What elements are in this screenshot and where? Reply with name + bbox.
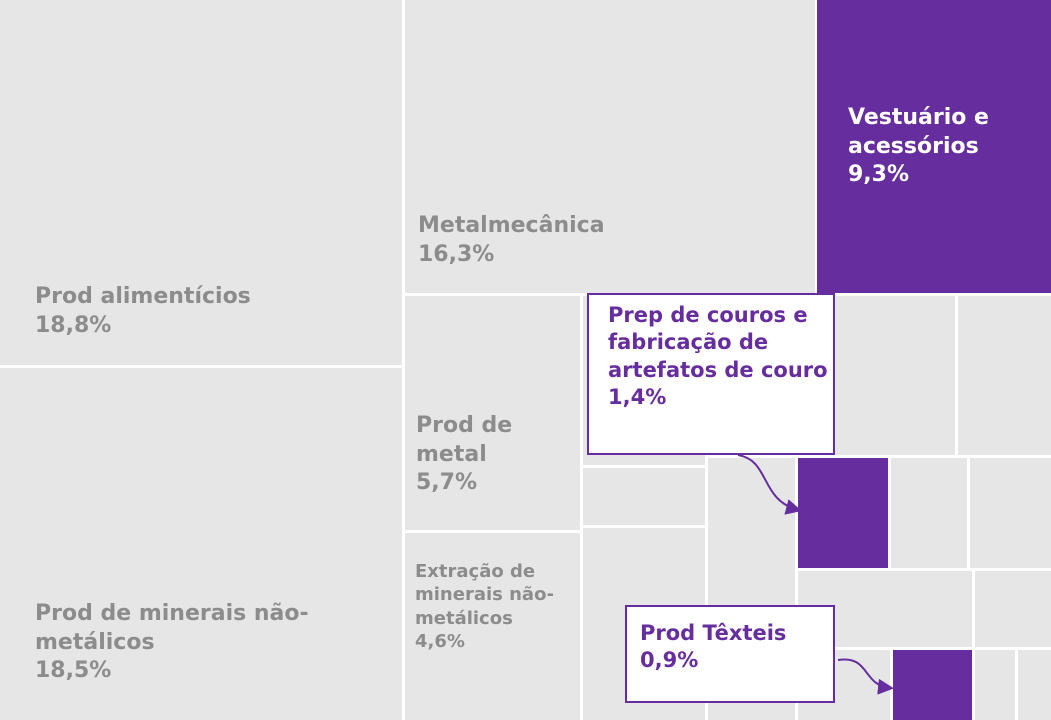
- value-label: 5,7%: [416, 470, 478, 496]
- tile: [0, 368, 402, 720]
- category-label: Prod alimentícios: [35, 284, 251, 309]
- tile: [975, 650, 1015, 720]
- category-label: Prod Têxteis: [640, 621, 787, 645]
- tile: [405, 296, 580, 530]
- arrow: [837, 658, 894, 695]
- value-label: 16,3%: [418, 241, 495, 267]
- tile: [1018, 650, 1051, 720]
- tile: [0, 0, 402, 365]
- value-label: 0,9%: [640, 648, 699, 673]
- tile: [798, 458, 888, 568]
- category-label: Metalmecânica: [418, 213, 605, 238]
- value-label: 9,3%: [848, 162, 910, 188]
- tile: [583, 468, 705, 525]
- value-label: 4,6%: [415, 631, 465, 653]
- callout: [587, 293, 835, 455]
- tile: [970, 458, 1051, 568]
- arrow: [737, 454, 802, 515]
- value-label: 18,5%: [35, 658, 112, 684]
- label: Vestuário e acessórios 9,3%: [848, 104, 1028, 190]
- label: Prod alimentícios 18,8%: [35, 283, 395, 340]
- category-label: Prep de couros e fabricação de artefatos…: [608, 303, 828, 382]
- value-label: 18,8%: [35, 312, 112, 338]
- label: Extração de minerais não-metálicos 4,6%: [415, 560, 575, 654]
- tile: [405, 533, 580, 720]
- tile: [958, 296, 1051, 455]
- tile: [891, 458, 967, 568]
- category-label: Vestuário e acessórios: [848, 105, 989, 159]
- label: Prod de metal 5,7%: [416, 412, 566, 498]
- value-label: 1,4%: [608, 384, 667, 409]
- label: Prod de minerais não-metálicos 18,5%: [35, 600, 375, 686]
- category-label: Extração de minerais não-metálicos: [415, 561, 554, 629]
- label: Prod Têxteis 0,9%: [640, 620, 830, 675]
- callout: [625, 605, 835, 703]
- tile: [975, 571, 1051, 647]
- tile: [817, 0, 1051, 293]
- category-label: Prod de minerais não-metálicos: [35, 601, 309, 655]
- label: Metalmecânica 16,3%: [418, 212, 718, 269]
- tile: [405, 0, 815, 293]
- label: Prep de couros e fabricação de artefatos…: [608, 302, 833, 411]
- tile: [893, 650, 972, 720]
- tile: [831, 296, 955, 455]
- category-label: Prod de metal: [416, 413, 513, 467]
